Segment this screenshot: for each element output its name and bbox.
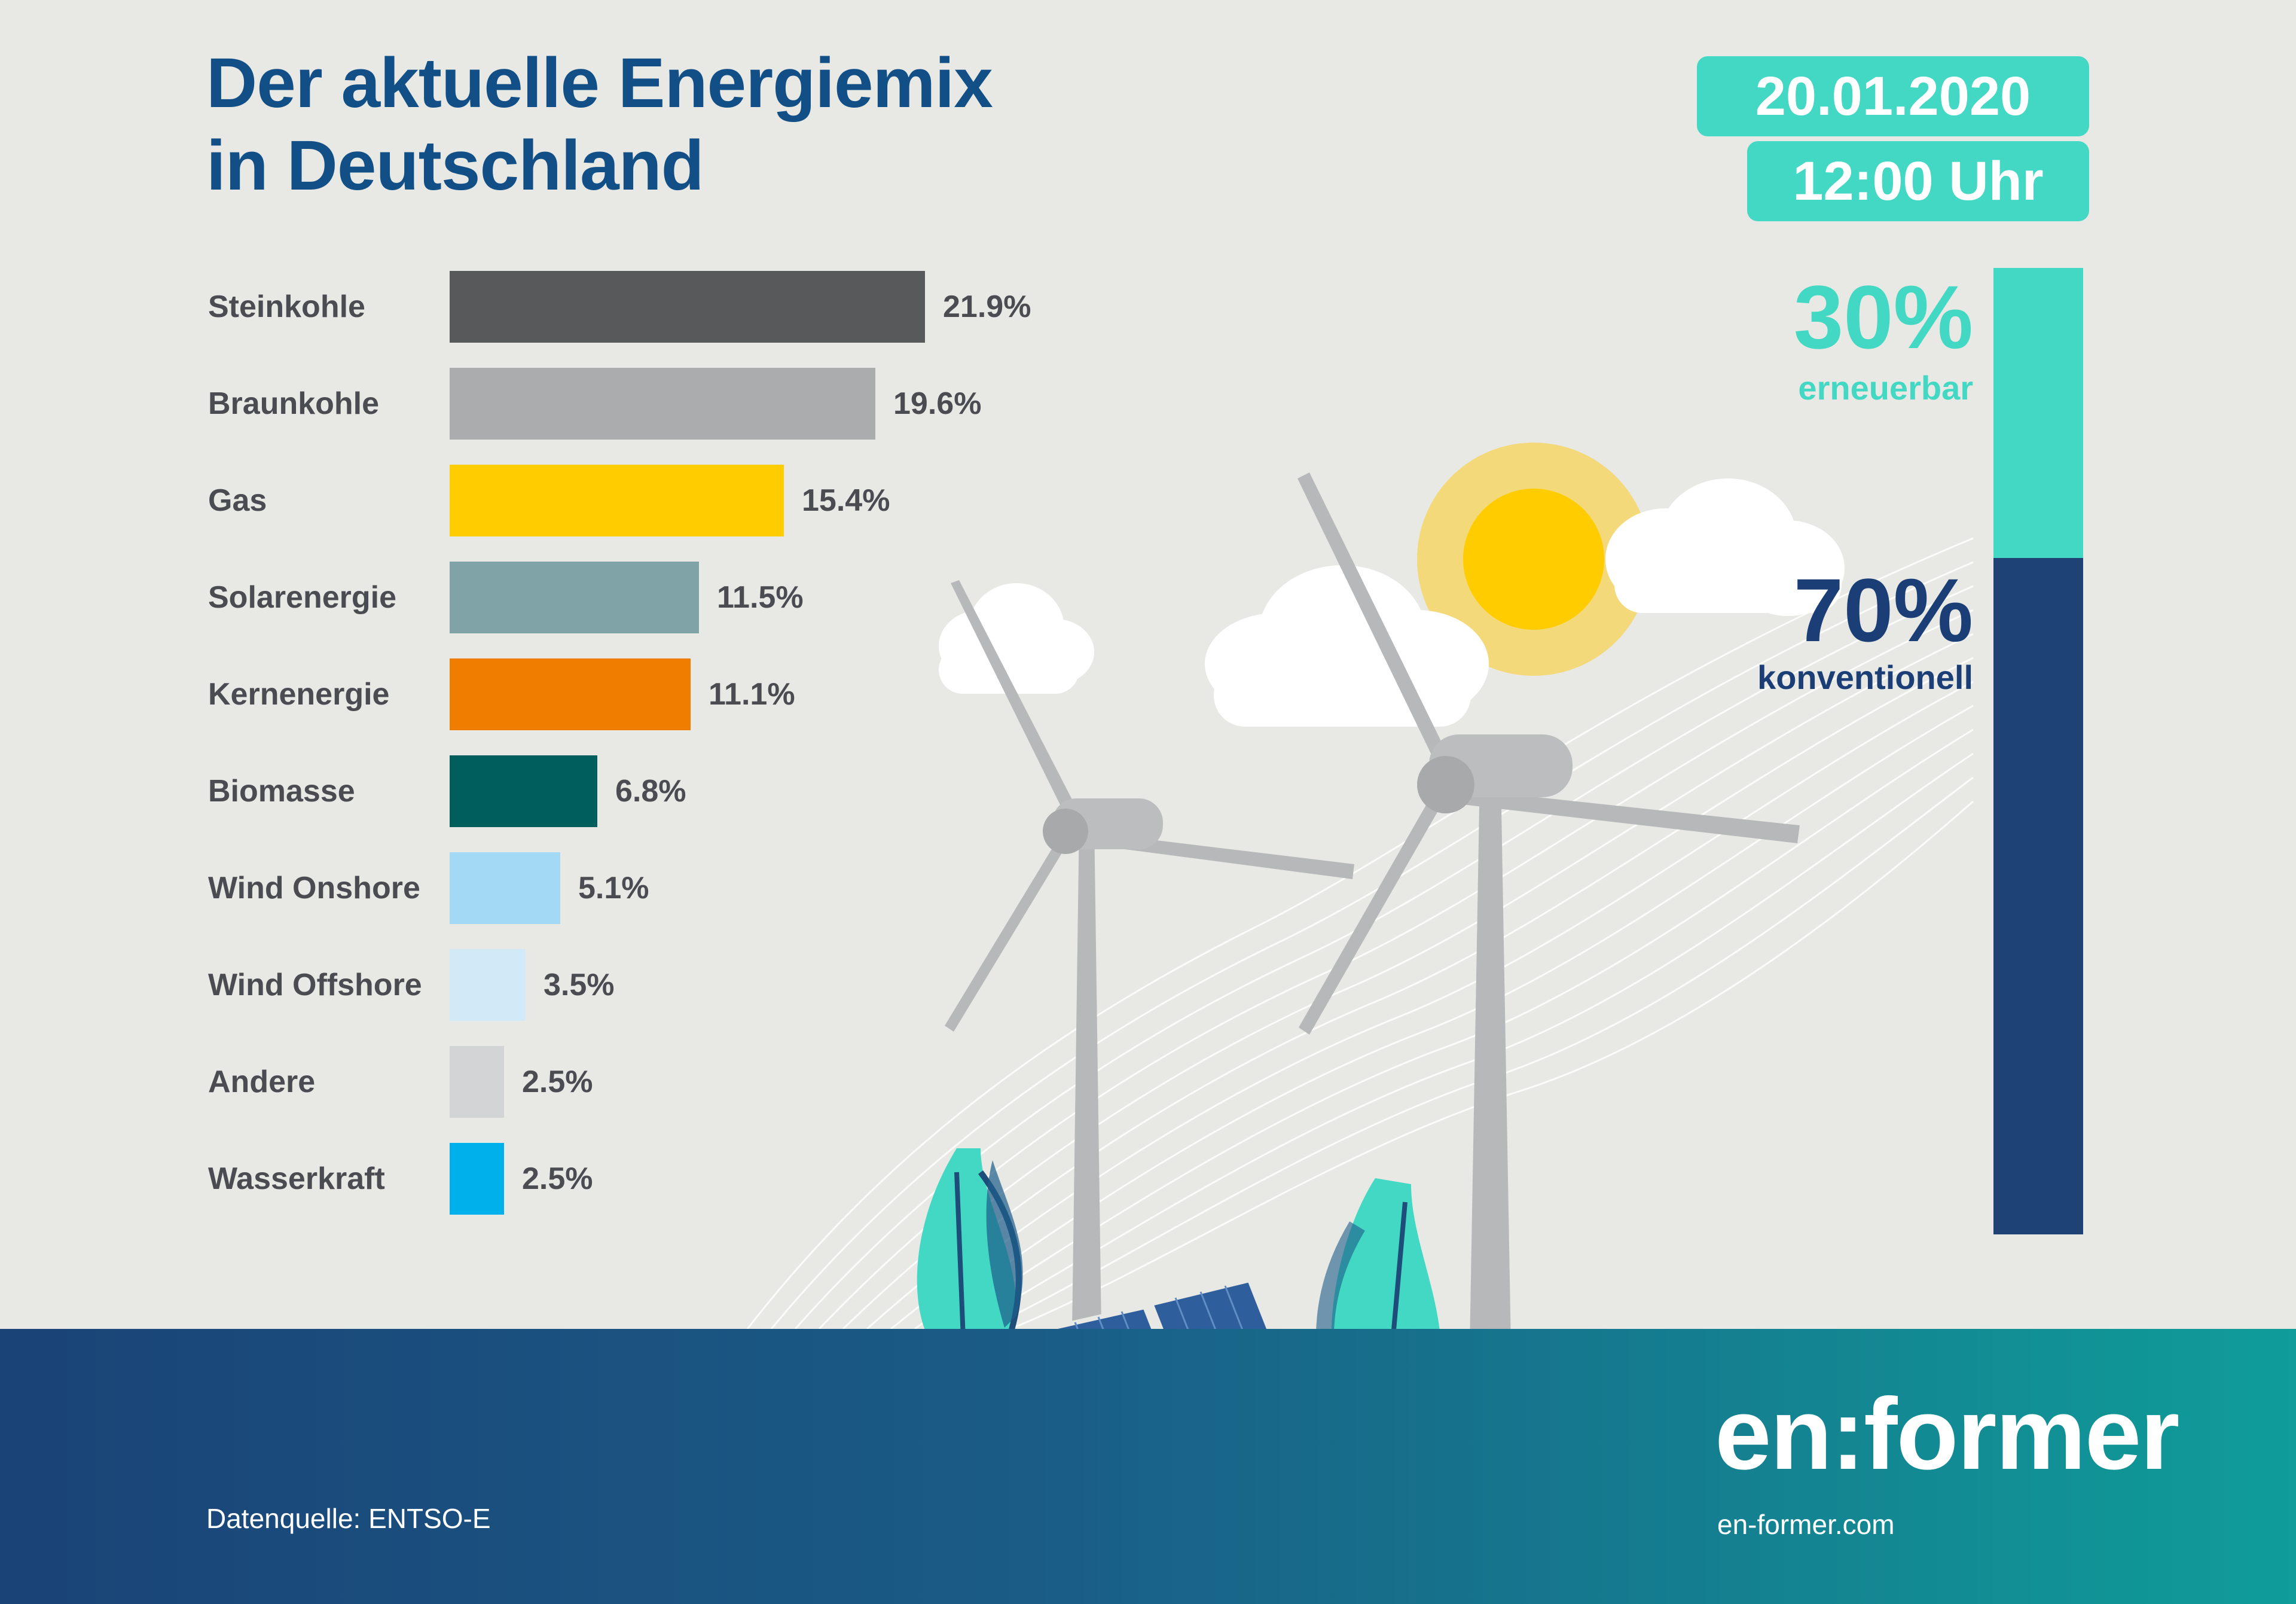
bar-row: Wind Offshore 3.5%: [0, 949, 1076, 1021]
bar-row: Braunkohle 19.6%: [0, 368, 1076, 440]
bar: [450, 852, 560, 924]
bar-value-label: 11.1%: [709, 677, 795, 712]
bar-value-label: 2.5%: [522, 1161, 593, 1196]
website-link[interactable]: en-former.com: [1717, 1509, 1895, 1540]
bar: [450, 562, 699, 633]
sun-icon: [1417, 443, 1650, 676]
bar-row: Kernenergie 11.1%: [0, 658, 1076, 730]
page-title: Der aktuelle Energiemix in Deutschland: [206, 42, 993, 207]
bar-value-label: 6.8%: [615, 774, 686, 809]
bar-value-label: 21.9%: [943, 289, 1031, 324]
tree-icon: [917, 1148, 1023, 1400]
title-line-1: Der aktuelle Energiemix: [206, 44, 993, 123]
bar-value-label: 5.1%: [578, 871, 649, 905]
bar: [450, 368, 875, 440]
renewable-segment: [1993, 268, 2083, 558]
bar-row: Solarenergie 11.5%: [0, 562, 1076, 633]
bar-row: Wasserkraft 2.5%: [0, 1143, 1076, 1215]
bar-category-label: Wasserkraft: [208, 1161, 385, 1196]
bar-value-label: 19.6%: [893, 386, 982, 421]
bar: [450, 271, 925, 343]
wind-turbine-large: [1297, 472, 1800, 1447]
bar: [450, 1046, 504, 1118]
renewable-label: erneuerbar: [1798, 369, 1973, 407]
data-source: Datenquelle: ENTSO-E: [206, 1503, 491, 1534]
date-badge: 20.01.2020: [1697, 56, 2089, 136]
bar-value-label: 2.5%: [522, 1065, 593, 1099]
bar-category-label: Gas: [208, 483, 267, 518]
bar-row: Wind Onshore 5.1%: [0, 852, 1076, 924]
bar-row: Biomasse 6.8%: [0, 755, 1076, 827]
bar-category-label: Biomasse: [208, 774, 355, 809]
bar-category-label: Wind Onshore: [208, 871, 420, 905]
cloud-icon: [1605, 478, 1845, 616]
bar: [450, 465, 784, 536]
conventional-percentage: 70%: [1793, 560, 1973, 660]
bar-value-label: 3.5%: [544, 968, 615, 1002]
conventional-label: konventionell: [1757, 658, 1973, 696]
wind-turbine-small: [945, 580, 1354, 1329]
bar-category-label: Wind Offshore: [208, 968, 422, 1002]
renewable-percentage: 30%: [1793, 267, 1973, 367]
bar: [450, 949, 526, 1021]
conventional-segment: [1993, 558, 2083, 1234]
title-line-2: in Deutschland: [206, 126, 704, 205]
time-badge: 12:00 Uhr: [1747, 141, 2089, 221]
bar-row: Gas 15.4%: [0, 465, 1076, 536]
bar-category-label: Andere: [208, 1065, 316, 1099]
bar: [450, 658, 691, 730]
bar-row: Steinkohle 21.9%: [0, 271, 1076, 343]
bar: [450, 1143, 504, 1215]
bar-value-label: 11.5%: [717, 580, 804, 615]
bar-row: Andere 2.5%: [0, 1046, 1076, 1118]
footer-band: [0, 1329, 2296, 1604]
bar-category-label: Kernenergie: [208, 677, 390, 712]
bar-value-label: 15.4%: [802, 483, 890, 518]
brand-logo: en:former: [1715, 1377, 2179, 1491]
bar-category-label: Solarenergie: [208, 580, 397, 615]
share-stacked-bar: [1993, 268, 2083, 1234]
bar-category-label: Braunkohle: [208, 386, 380, 421]
bar: [450, 755, 597, 827]
bar-category-label: Steinkohle: [208, 289, 365, 324]
